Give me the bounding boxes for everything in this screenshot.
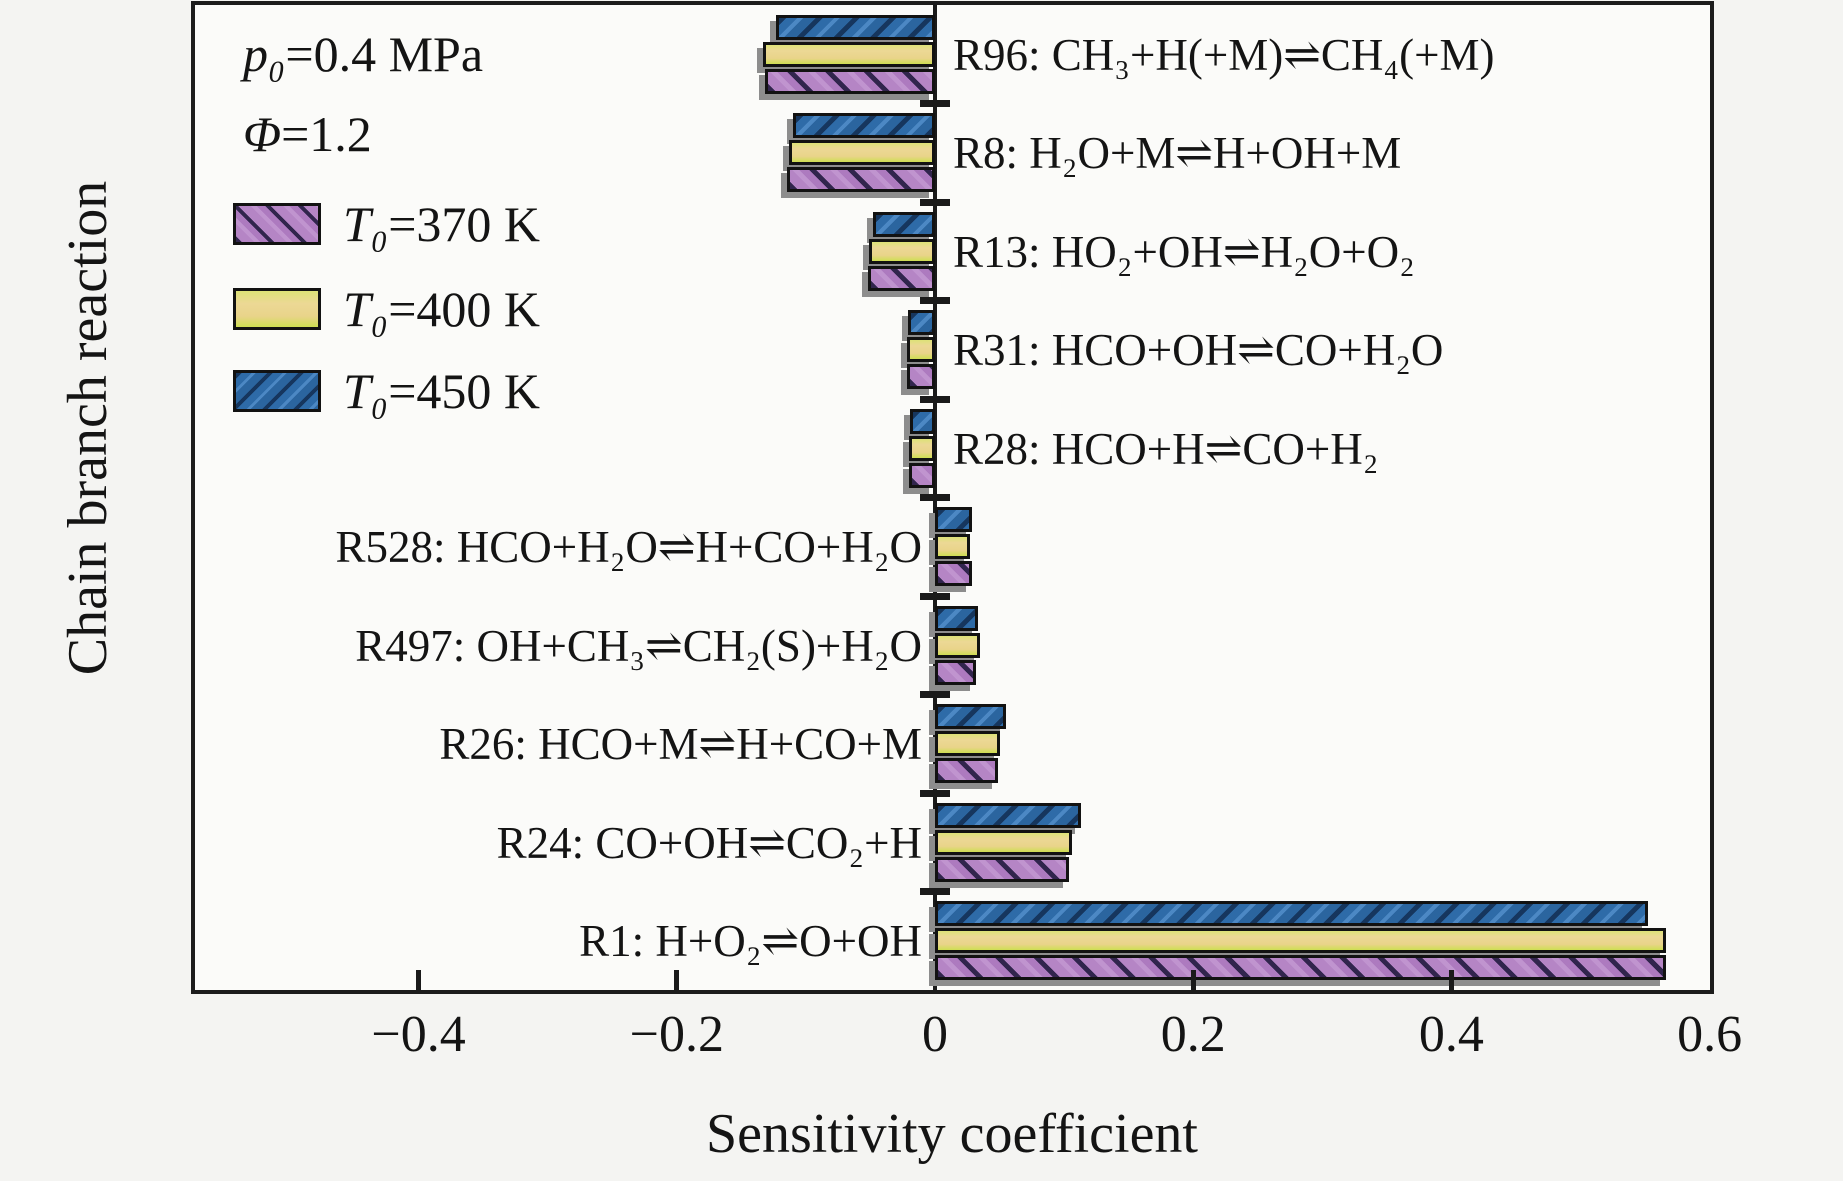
y-axis-tick	[920, 592, 950, 600]
y-axis-tick	[920, 691, 950, 698]
bar-r28-370k	[909, 462, 935, 488]
reaction-label-r497: R497: OH+CH₃⇌CH₂(S)+H₂O	[355, 620, 922, 671]
bar-r528-450k	[935, 507, 973, 533]
bar-r497-370k	[935, 659, 977, 685]
x-axis-title: Sensitivity coefficient	[706, 1103, 1198, 1165]
x-tick-label--0.2: −0.2	[629, 1006, 724, 1063]
bar-r96-370k	[764, 68, 935, 94]
reaction-label-r13: R13: HO₂+OH⇌H₂O+O₂	[953, 226, 1415, 277]
plot-area: R96: CH₃+H(+M)⇌CH₄(+M) R8: H₂O+M⇌H+OH+M R1…	[191, 1, 1714, 994]
y-axis-tick	[920, 395, 950, 403]
bar-r26-450k	[935, 704, 1006, 730]
bar-r13-400k	[869, 238, 935, 264]
bar-r528-370k	[935, 561, 973, 587]
bar-r96-450k	[776, 14, 935, 40]
reaction-label-r528: R528: HCO+H₂O⇌H+CO+H₂O	[335, 522, 923, 573]
x-axis-tick-0.4	[1448, 970, 1454, 990]
bar-r24-450k	[935, 802, 1081, 828]
y-axis-tick	[920, 494, 950, 501]
y-axis-tick	[920, 297, 950, 304]
bar-r24-400k	[935, 829, 1072, 855]
y-axis-tick	[920, 888, 950, 895]
bars-layer: R96: CH₃+H(+M)⇌CH₄(+M) R8: H₂O+M⇌H+OH+M R1…	[195, 5, 1710, 990]
reaction-label-r26: R26: HCO+M⇌H+CO+M	[439, 719, 922, 770]
bar-r8-370k	[786, 167, 935, 193]
bar-r26-370k	[935, 758, 999, 784]
bar-r1-450k	[935, 901, 1648, 927]
x-axis-tick--0.2	[674, 970, 680, 990]
bar-r13-370k	[867, 265, 935, 291]
x-tick-label--0.4: −0.4	[371, 1006, 466, 1063]
y-axis-tick	[920, 100, 950, 107]
bar-r8-450k	[792, 113, 935, 139]
bar-r8-400k	[789, 140, 935, 166]
bar-r31-370k	[906, 364, 935, 390]
bar-r31-450k	[907, 310, 935, 336]
x-tick-label-0.6: 0.6	[1677, 1006, 1743, 1063]
x-tick-label-0: 0	[922, 1006, 948, 1063]
x-tick-label-0.2: 0.2	[1160, 1006, 1226, 1063]
reaction-label-r31: R31: HCO+OH⇌CO+H₂O	[953, 325, 1444, 376]
bar-r28-400k	[909, 435, 935, 461]
reaction-label-r24: R24: CO+OH⇌CO₂+H	[496, 817, 922, 868]
x-tick-label-0.4: 0.4	[1418, 1006, 1484, 1063]
bar-r31-400k	[906, 337, 935, 363]
x-axis-tick--0.4	[416, 970, 422, 990]
bar-r1-400k	[935, 928, 1666, 954]
bar-r497-450k	[935, 605, 978, 631]
bar-r13-450k	[873, 211, 935, 237]
reaction-label-r96: R96: CH₃+H(+M)⇌CH₄(+M)	[953, 29, 1495, 80]
reaction-label-r28: R28: HCO+H⇌CO+H₂	[953, 423, 1379, 474]
y-axis-title: Chain branch reaction	[57, 180, 119, 676]
reaction-label-r1: R1: H+O₂⇌O+OH	[579, 916, 922, 967]
bar-r28-450k	[910, 408, 935, 434]
bar-r24-370k	[935, 856, 1070, 882]
bar-r528-400k	[935, 534, 970, 560]
bar-r1-370k	[935, 955, 1666, 981]
reaction-label-r8: R8: H₂O+M⇌H+OH+M	[953, 128, 1402, 179]
y-axis-tick	[920, 198, 950, 206]
bar-r96-400k	[763, 41, 935, 67]
y-axis-tick	[920, 789, 950, 797]
x-axis-tick-0.2	[1190, 970, 1196, 990]
bar-r26-400k	[935, 731, 1000, 757]
bar-r497-400k	[935, 632, 981, 658]
